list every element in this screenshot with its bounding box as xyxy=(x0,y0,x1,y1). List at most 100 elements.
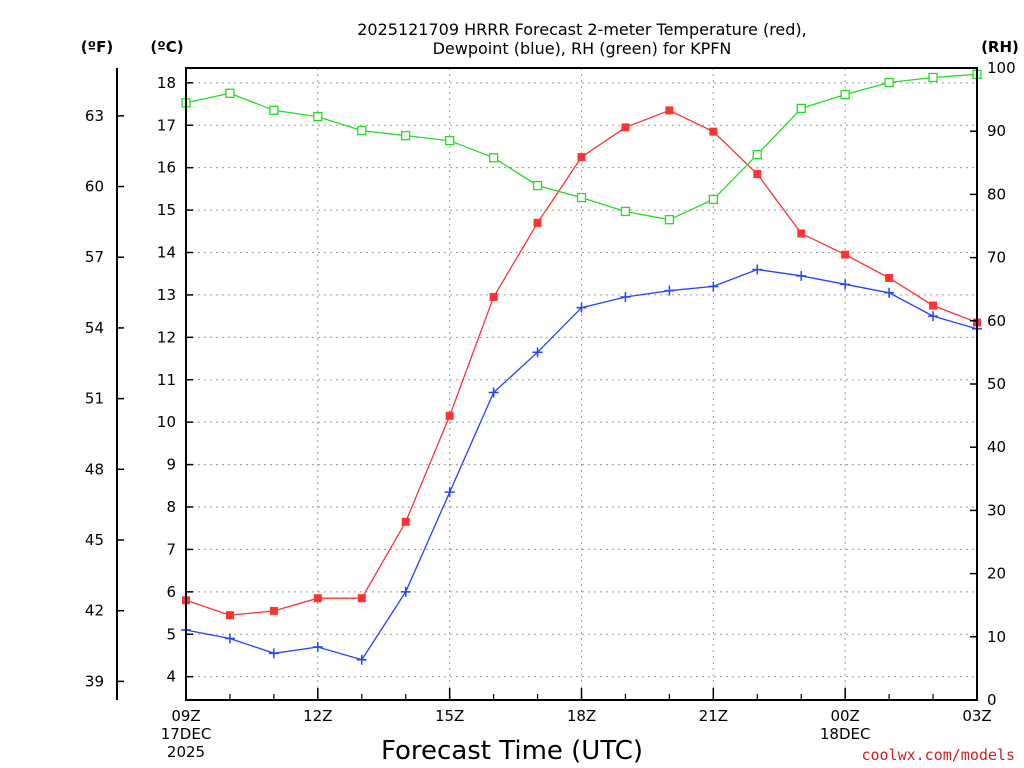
rh-point xyxy=(620,206,631,217)
fahrenheit-tick-label: 54 xyxy=(85,319,104,337)
celsius-tick-label: 16 xyxy=(157,159,176,177)
celsius-tick-label: 5 xyxy=(166,625,176,643)
series-dewpoint xyxy=(181,264,982,665)
grid-lines xyxy=(186,68,977,700)
rh-point xyxy=(401,130,411,141)
axes-layer: 4567891011121314151617183942454851545760… xyxy=(85,59,1016,761)
chart-title-line-2: Dewpoint (blue), RH (green) for KPFN xyxy=(433,39,732,58)
dewpoint-point xyxy=(884,287,895,298)
temperature-point xyxy=(753,170,762,179)
rh-tick-label: 40 xyxy=(987,438,1006,456)
fahrenheit-unit-label: (ºF) xyxy=(81,38,113,56)
rh-unit-label: (RH) xyxy=(981,38,1019,56)
rh-point xyxy=(664,215,675,225)
x-tick-label: 12Z xyxy=(303,707,332,725)
rh-tick-label: 80 xyxy=(987,185,1006,203)
dewpoint-point xyxy=(312,641,323,652)
fahrenheit-tick-label: 63 xyxy=(85,107,104,125)
x-tick-label: 21Z xyxy=(699,707,728,725)
rh-point xyxy=(269,105,279,115)
celsius-tick-label: 14 xyxy=(157,244,176,262)
dewpoint-point xyxy=(752,264,763,275)
temperature-point xyxy=(797,229,806,238)
temperature-point xyxy=(885,273,894,282)
rh-point xyxy=(488,153,499,163)
dewpoint-point xyxy=(796,270,807,281)
rh-point xyxy=(884,77,894,88)
x-tick-label: 18DEC xyxy=(820,725,871,743)
rh-point xyxy=(752,149,762,160)
temperature-point xyxy=(709,127,718,136)
fahrenheit-tick-label: 39 xyxy=(85,672,104,690)
dewpoint-point xyxy=(664,285,675,296)
fahrenheit-tick-label: 51 xyxy=(85,390,104,408)
x-tick-label: 03Z xyxy=(962,707,991,725)
celsius-tick-label: 9 xyxy=(166,456,176,474)
temperature-point xyxy=(929,301,938,310)
fahrenheit-tick-label: 57 xyxy=(85,248,104,266)
temperature-point xyxy=(313,594,322,603)
dewpoint-point xyxy=(400,586,411,597)
fahrenheit-tick-label: 45 xyxy=(85,531,104,549)
dewpoint-point xyxy=(620,292,631,303)
celsius-tick-label: 10 xyxy=(157,413,176,431)
series-layer xyxy=(181,69,982,665)
celsius-unit-label: (ºC) xyxy=(150,38,183,56)
dewpoint-point xyxy=(488,387,499,398)
temperature-point xyxy=(269,606,278,615)
rh-point xyxy=(928,72,938,83)
rh-point xyxy=(708,194,718,205)
dewpoint-point xyxy=(532,347,543,358)
rh-point xyxy=(225,88,235,98)
dewpoint-point xyxy=(224,633,235,644)
temperature-point xyxy=(357,594,366,603)
celsius-tick-label: 17 xyxy=(157,116,176,134)
rh-point xyxy=(313,112,323,122)
dewpoint-point xyxy=(576,302,587,313)
chart-title-line-1: 2025121709 HRRR Forecast 2-meter Tempera… xyxy=(357,20,807,39)
x-tick-label: 15Z xyxy=(435,707,464,725)
fahrenheit-tick-label: 60 xyxy=(85,178,104,196)
dewpoint-point xyxy=(444,487,455,498)
rh-tick-label: 90 xyxy=(987,122,1006,140)
rh-point xyxy=(840,89,850,100)
rh-tick-label: 0 xyxy=(987,691,997,709)
x-tick-label: 18Z xyxy=(567,707,596,725)
rh-tick-label: 10 xyxy=(987,628,1006,646)
rh-tick-label: 50 xyxy=(987,375,1006,393)
celsius-tick-label: 4 xyxy=(166,668,176,686)
dewpoint-point xyxy=(708,281,719,292)
temperature-point xyxy=(225,611,234,620)
dewpoint-point xyxy=(928,311,939,322)
rh-tick-label: 30 xyxy=(987,501,1006,519)
celsius-tick-label: 15 xyxy=(157,201,176,219)
fahrenheit-tick-label: 42 xyxy=(85,602,104,620)
temperature-point xyxy=(533,218,542,227)
x-tick-label: 2025 xyxy=(167,743,205,761)
celsius-tick-label: 6 xyxy=(166,583,176,601)
rh-point xyxy=(796,103,806,114)
rh-tick-label: 70 xyxy=(987,249,1006,267)
celsius-tick-label: 8 xyxy=(166,498,176,516)
x-axis-label: Forecast Time (UTC) xyxy=(381,736,643,766)
dewpoint-point xyxy=(356,654,367,665)
temperature-point xyxy=(621,123,630,132)
x-tick-label: 09Z xyxy=(171,707,200,725)
rh-point xyxy=(357,125,367,136)
rh-point xyxy=(532,180,543,191)
fahrenheit-tick-label: 48 xyxy=(85,460,104,478)
celsius-tick-label: 7 xyxy=(166,540,176,558)
x-tick-label: 00Z xyxy=(830,707,859,725)
temperature-point xyxy=(841,250,850,259)
temperature-point xyxy=(489,293,498,302)
celsius-tick-label: 18 xyxy=(157,74,176,92)
x-tick-label: 17DEC xyxy=(161,725,212,743)
dewpoint-point xyxy=(840,279,851,290)
rh-tick-label: 20 xyxy=(987,565,1006,583)
rh-tick-label: 100 xyxy=(987,59,1016,77)
plot-frame xyxy=(185,67,978,701)
dewpoint-point xyxy=(268,648,279,659)
rh-point xyxy=(445,136,455,146)
celsius-tick-label: 11 xyxy=(157,371,176,389)
